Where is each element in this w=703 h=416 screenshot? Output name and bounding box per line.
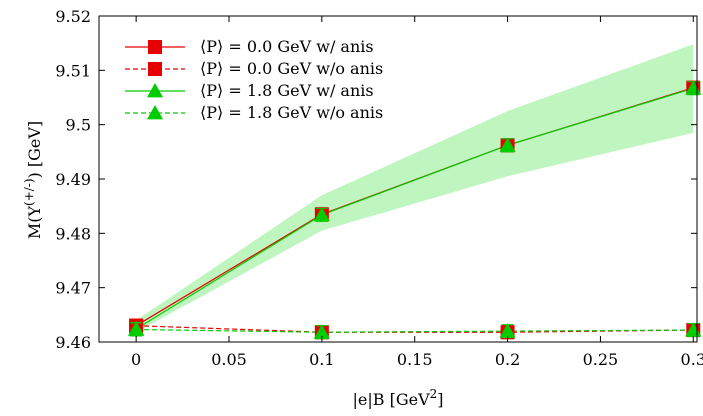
y-tick-label: 9.48	[55, 224, 91, 243]
x-tick-label: 0.2	[495, 350, 520, 369]
y-axis-label: M(Υ(+/-)) [GeV]	[22, 121, 44, 239]
y-tick-label: 9.49	[55, 170, 91, 189]
legend-label: ⟨P⟩ = 1.8 GeV w/o anis	[200, 103, 383, 122]
legend: ⟨P⟩ = 0.0 GeV w/ anis ⟨P⟩ = 0.0 GeV w/o a…	[125, 37, 383, 122]
legend-marker	[148, 62, 162, 76]
legend-marker	[148, 40, 162, 54]
x-tick-label: 0.3	[681, 350, 703, 369]
y-tick-label: 9.5	[66, 116, 91, 135]
x-tick-label: 0.05	[211, 350, 247, 369]
data-point-p-1-8-gev-w-anis	[499, 137, 516, 152]
uncertainty-band	[136, 44, 694, 333]
y-tick-label: 9.46	[55, 333, 91, 352]
y-tick-label: 9.47	[55, 279, 91, 298]
series-line-p-1-8-gev-w-anis	[135, 87, 694, 330]
legend-label: ⟨P⟩ = 1.8 GeV w/ anis	[200, 81, 374, 100]
x-tick-label: 0.25	[583, 350, 619, 369]
x-axis-label: |e|B [GeV2]	[352, 387, 443, 409]
data-point-p-1-8-gev-w-o-anis	[313, 324, 330, 339]
y-tick-label: 9.51	[55, 61, 91, 80]
x-tick-label: 0	[131, 350, 141, 369]
legend-marker	[147, 83, 163, 98]
data-point-p-1-8-gev-w-anis	[313, 206, 330, 222]
x-tick-label: 0.15	[397, 350, 433, 369]
legend-label: ⟨P⟩ = 0.0 GeV w/o anis	[200, 59, 383, 78]
series-line-p-1-8-gev-w-o-anis	[136, 328, 694, 333]
y-tick-label: 9.52	[55, 7, 91, 26]
data-point-p-1-8-gev-w-o-anis	[128, 321, 145, 336]
legend-marker	[147, 105, 163, 120]
axis-ticks: 0 0.05 0.1 0.15 0.2 0.25 0.3 9.46 9.47 9.48 9.49 9.…	[55, 7, 703, 369]
data-point-p-1-8-gev-w-o-anis	[499, 323, 516, 338]
x-tick-label: 0.1	[309, 350, 334, 369]
plot-area	[128, 44, 702, 340]
legend-label: ⟨P⟩ = 0.0 GeV w/ anis	[200, 37, 374, 56]
